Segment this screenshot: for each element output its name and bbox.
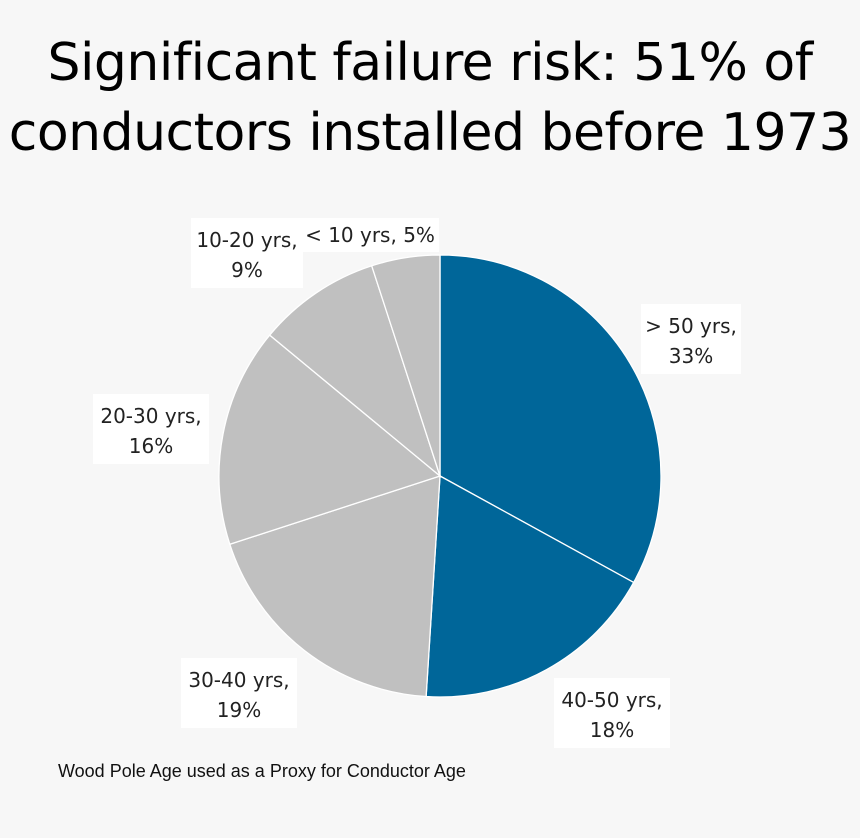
footnote: Wood Pole Age used as a Proxy for Conduc…: [58, 761, 466, 781]
slice-label-10-yrs: < 10 yrs, 5%: [301, 218, 439, 252]
slice-label-20-30-yrs: 20-30 yrs, 16%: [93, 394, 209, 464]
chart-title-line-1: Significant failure risk: 51% of: [47, 33, 813, 93]
chart-title: Significant failure risk: 51% of conduct…: [0, 28, 860, 168]
slice-label-text: > 50 yrs, 33%: [645, 314, 737, 368]
slice-label-text: 20-30 yrs, 16%: [100, 404, 201, 458]
pie-slice-40-50-yrs: [425, 474, 635, 698]
slice-label-40-50-yrs: 40-50 yrs, 18%: [554, 678, 670, 748]
slice-label-box: [191, 218, 303, 288]
slice-label-10-20-yrs: 10-20 yrs, 9%: [191, 218, 303, 288]
slice-label-50-yrs: > 50 yrs, 33%: [641, 304, 741, 374]
pie-slice-10-yrs: [370, 254, 441, 477]
slice-label-box: [641, 304, 741, 374]
pie-slice-50-yrs: [439, 254, 662, 584]
slice-label-box: [181, 658, 297, 728]
slice-label-text: 30-40 yrs, 19%: [188, 668, 289, 722]
pie-labels: > 50 yrs, 33% 40-50 yrs, 18% 30-40 yrs, 19% 20…: [93, 218, 741, 748]
slice-label-box: [554, 678, 670, 748]
slice-label-text: < 10 yrs, 5%: [305, 223, 435, 247]
slice-label-box: [301, 218, 439, 252]
chart-title-line-2: conductors installed before 1973: [8, 103, 852, 163]
pie-slice-30-40-yrs: [228, 475, 441, 698]
pie-slice-20-30-yrs: [218, 334, 442, 546]
slice-label-text: 10-20 yrs, 9%: [196, 228, 297, 282]
slice-label-text: 40-50 yrs, 18%: [561, 688, 662, 742]
pie-slice-10-20-yrs: [268, 264, 442, 478]
pie-slices: [218, 254, 662, 698]
slice-label-box: [93, 394, 209, 464]
slice-label-30-40-yrs: 30-40 yrs, 19%: [181, 658, 297, 728]
